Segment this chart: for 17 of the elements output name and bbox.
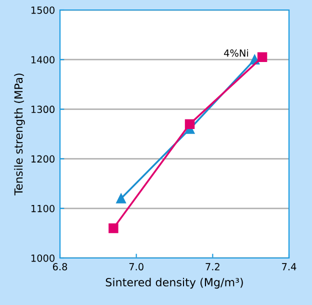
y-tick-label: 1400: [31, 56, 54, 64]
y-tick-label: 1200: [31, 155, 54, 163]
y-tick-label: 1000: [31, 254, 54, 262]
y-tick-label: 1300: [31, 106, 54, 114]
point: [257, 52, 268, 62]
y-tick-label: 1500: [31, 6, 54, 14]
x-axis-title: Sintered density (Mg/m³): [106, 278, 243, 289]
point: [116, 194, 126, 204]
x-tick-label: 7.2: [206, 263, 220, 270]
y-axis-title: Tensile strength (MPa): [14, 74, 25, 196]
point: [184, 119, 195, 129]
x-tick-label: 7.4: [282, 263, 296, 270]
x-tick-label: 6.8: [52, 263, 68, 270]
x-tick-label: 7.0: [129, 263, 144, 270]
series-label: 4%Ni: [224, 49, 248, 57]
y-tick-label: 1100: [31, 204, 54, 212]
point: [108, 223, 118, 234]
